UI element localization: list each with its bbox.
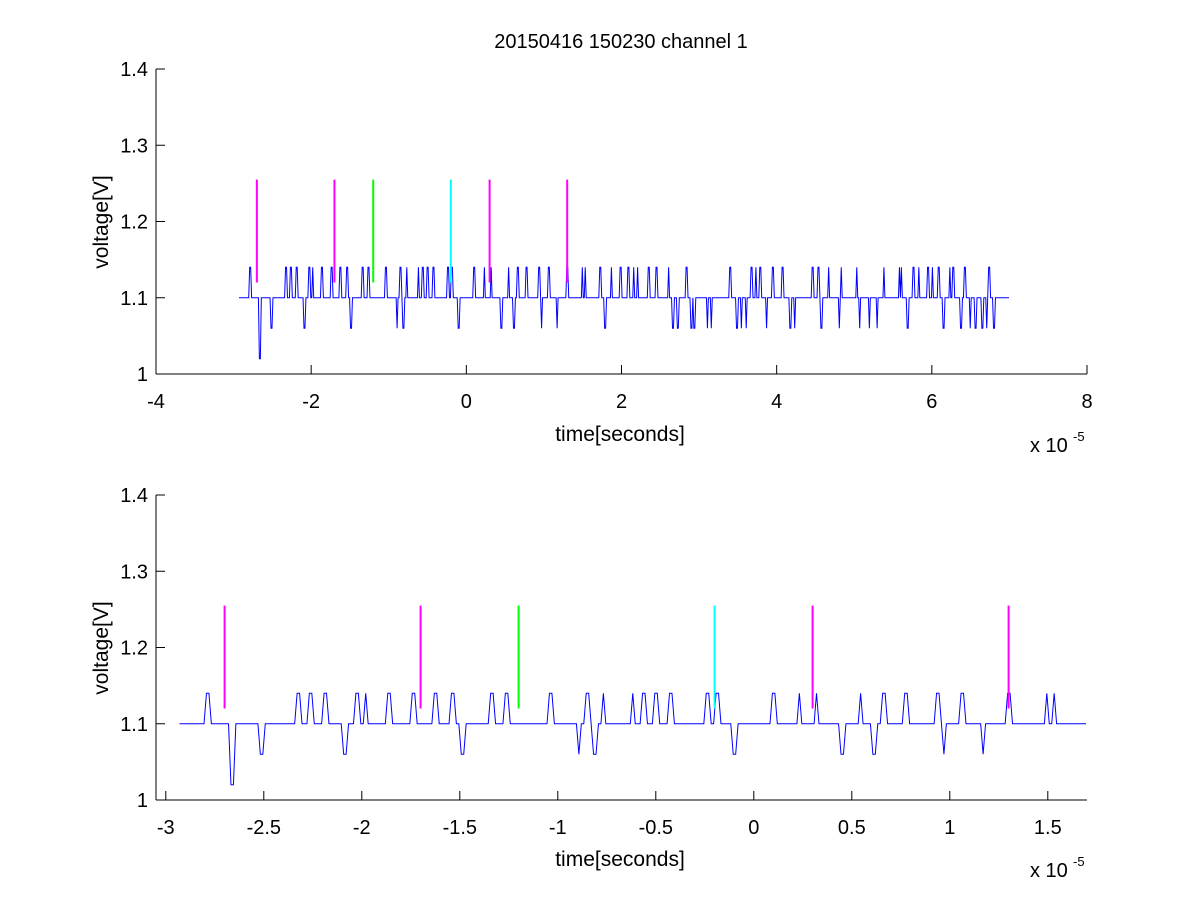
y-tick-label: 1.1: [120, 288, 148, 310]
y-tick-label: 1.3: [120, 135, 148, 157]
y-tick-label: 1.2: [120, 212, 148, 234]
top-x-exponent-base: x 10: [1030, 435, 1068, 457]
x-tick-label: -1.5: [443, 817, 477, 839]
x-tick-label: 4: [771, 391, 782, 413]
x-tick-label: -4: [147, 391, 165, 413]
x-tick-label: 0.5: [838, 817, 866, 839]
x-tick-label: 2: [616, 391, 627, 413]
y-tick-label: 1.2: [120, 638, 148, 660]
x-tick-label: 6: [926, 391, 937, 413]
x-tick-label: -2: [302, 391, 320, 413]
y-tick-label: 1: [137, 364, 148, 386]
top-y-axis-label: voltage[V]: [90, 175, 113, 268]
bottom-x-exponent-power: -5: [1073, 854, 1085, 869]
chart-title: 20150416 150230 channel 1: [494, 31, 748, 53]
x-tick-label: 8: [1081, 391, 1092, 413]
signal-series-line: [179, 692, 1087, 786]
bottom-plot: 1 1.1 1.2 1.3 1.4 -3 -2.5 -2 -1.5 -1 -0.5 0 0.5 1 1.5: [120, 485, 1087, 839]
x-tick-label: 0: [461, 391, 472, 413]
x-tick-label: 1: [944, 817, 955, 839]
x-tick-label: -2: [353, 817, 371, 839]
y-tick-label: 1.4: [120, 59, 148, 81]
bottom-y-axis-label: voltage[V]: [90, 601, 113, 694]
x-tick-label: -1: [549, 817, 567, 839]
x-tick-label: 0: [748, 817, 759, 839]
signal-series-line: [239, 266, 1010, 360]
bottom-x-exponent-base: x 10: [1030, 860, 1068, 882]
y-tick-label: 1.3: [120, 561, 148, 583]
x-tick-label: -3: [157, 817, 175, 839]
bottom-x-axis-label: time[seconds]: [555, 848, 685, 871]
y-tick-label: 1.4: [120, 485, 148, 507]
y-tick-label: 1: [137, 790, 148, 812]
top-plot: 1 1.1 1.2 1.3 1.4 -4 -2 0 2 4 6 8: [120, 59, 1092, 413]
x-tick-label: -2.5: [247, 817, 281, 839]
x-tick-label: 1.5: [1034, 817, 1062, 839]
top-x-exponent-power: -5: [1073, 429, 1085, 444]
x-tick-label: -0.5: [639, 817, 673, 839]
y-tick-label: 1.1: [120, 714, 148, 736]
top-x-axis-label: time[seconds]: [555, 423, 685, 446]
